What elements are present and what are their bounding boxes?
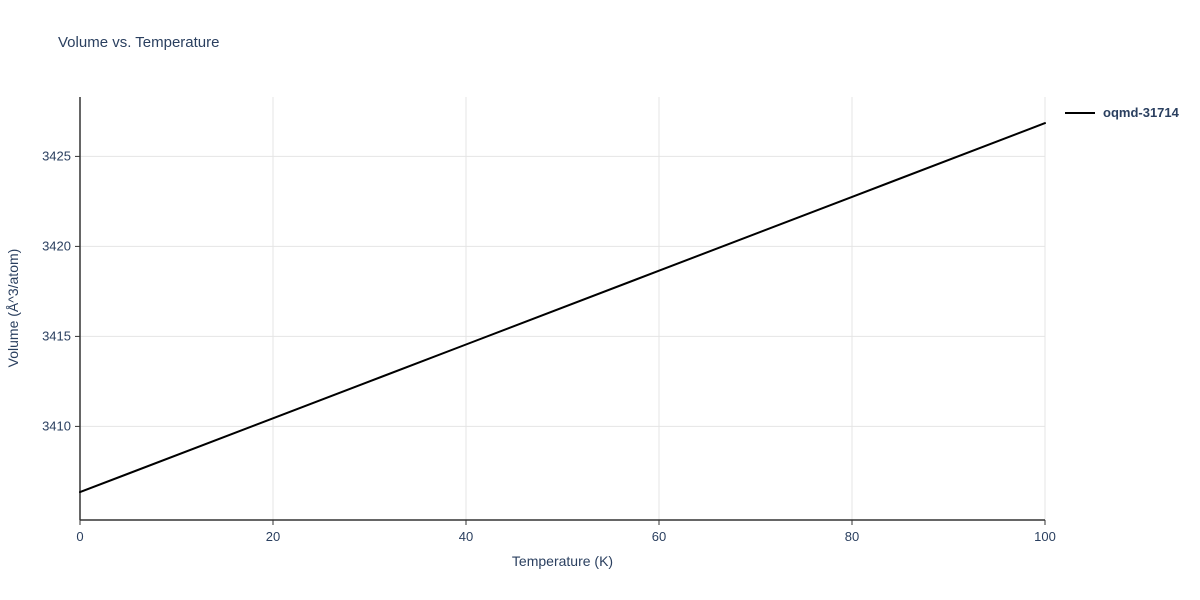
y-tick-label: 3410 bbox=[42, 418, 71, 433]
x-tick-label: 0 bbox=[76, 529, 83, 544]
x-axis-label: Temperature (K) bbox=[511, 553, 614, 569]
x-tick-label: 100 bbox=[1034, 529, 1056, 544]
y-tick-label: 3420 bbox=[42, 238, 71, 253]
gridlines bbox=[79, 97, 1046, 520]
legend-line-sample bbox=[1065, 111, 1095, 114]
legend[interactable]: oqmd-31714 bbox=[1065, 105, 1179, 120]
chart-title: Volume vs. Temperature bbox=[58, 34, 220, 51]
series-line bbox=[79, 122, 1046, 494]
x-tick-label: 60 bbox=[652, 529, 666, 544]
legend-label: oqmd-31714 bbox=[1103, 105, 1179, 120]
y-tick-label: 3415 bbox=[42, 328, 71, 343]
x-tick-label: 40 bbox=[459, 529, 473, 544]
x-tick-label: 20 bbox=[266, 529, 280, 544]
y-tick-label: 3425 bbox=[42, 148, 71, 163]
series-lines bbox=[79, 122, 1046, 494]
axes bbox=[79, 97, 1045, 521]
x-tick-label: 80 bbox=[845, 529, 859, 544]
tick-labels: 0 20 40 60 80 100 3410 3415 3420 3425 bbox=[42, 148, 1056, 544]
tick-marks bbox=[75, 155, 1046, 525]
y-axis-label: Volume (Å^3/atom) bbox=[5, 248, 21, 368]
